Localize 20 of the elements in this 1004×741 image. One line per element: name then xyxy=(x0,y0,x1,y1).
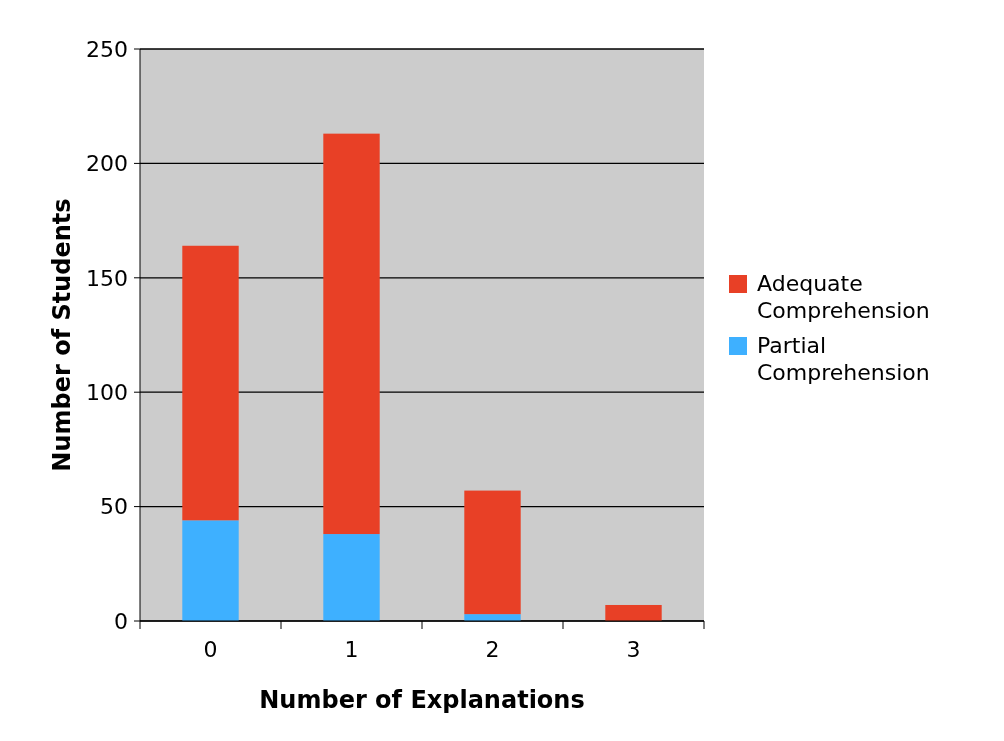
bar xyxy=(182,520,239,621)
legend-label: Adequate Comprehension xyxy=(757,271,930,323)
bar xyxy=(182,245,239,521)
bar xyxy=(323,133,380,535)
x-tick-label: 2 xyxy=(485,637,500,662)
legend-label: Partial Comprehension xyxy=(757,333,930,385)
y-tick-label: 100 xyxy=(86,379,128,405)
y-tick-label: 0 xyxy=(114,608,128,634)
x-tick-label: 3 xyxy=(626,637,641,662)
x-axis-title: Number of Explanations xyxy=(259,686,585,714)
bar xyxy=(605,604,662,621)
bar xyxy=(464,490,521,615)
y-tick-label: 150 xyxy=(86,265,128,291)
x-tick-label: 0 xyxy=(203,637,218,662)
x-tick-label: 1 xyxy=(344,637,359,662)
y-tick-label: 50 xyxy=(100,494,128,520)
y-tick-label: 200 xyxy=(86,151,128,177)
y-tick-label: 250 xyxy=(86,36,128,62)
bar xyxy=(323,534,380,621)
y-axis-title: Number of Students xyxy=(48,198,76,472)
